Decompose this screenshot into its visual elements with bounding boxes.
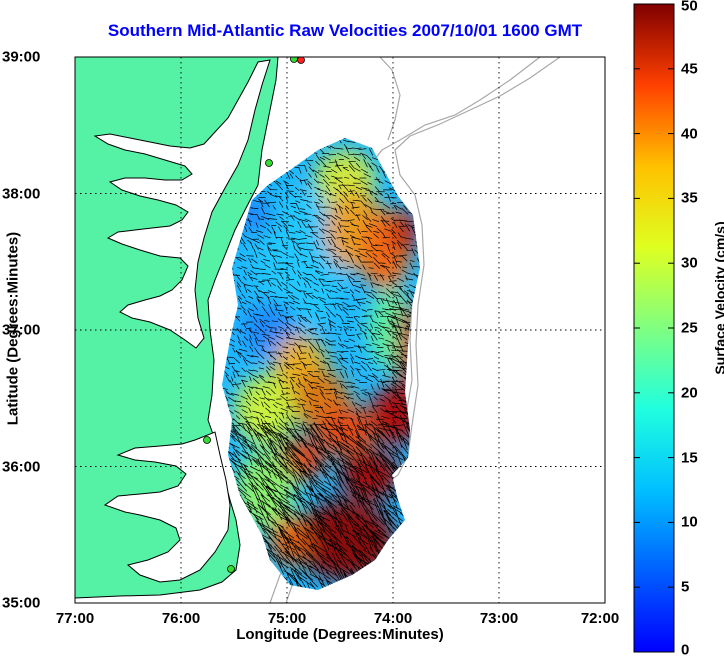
chesapeake-bay [93,59,271,349]
x-tick-label: 76:00 [161,610,201,627]
colorbar-tick-label: 30 [681,254,698,272]
map-title: Southern Mid-Atlantic Raw Velocities 200… [107,21,583,40]
x-tick-label: 77:00 [55,610,95,627]
colorbar-tick-label: 45 [681,60,698,78]
colorbar-tick-label: 25 [681,319,698,337]
colorbar-ticks [634,3,674,588]
colorbar-tick-label: 40 [681,125,698,143]
y-tick-label: 39:00 [2,48,41,66]
station-markers [203,57,305,573]
gridlines [75,57,605,603]
x-tick-label: 73:00 [479,610,519,627]
x-axis-label: Longitude (Degrees:Minutes) [236,626,444,643]
station-marker [203,436,211,444]
colorbar-tick-label: 20 [681,384,698,402]
map-area [75,57,605,603]
station-marker [265,159,273,167]
colorbar-tick-label: 5 [681,578,690,596]
x-tick-label: 75:00 [267,610,307,627]
albemarle-sound [103,431,231,583]
y-tick-label: 36:00 [2,458,41,475]
colorbar-tick-label: 15 [681,449,698,467]
y-tick-label: 37:00 [2,321,41,339]
y-axis-label: Latitude (Degrees:Minutes) [4,231,22,426]
colorbar-tick-label: 0 [681,641,690,659]
colorbar-tick-label: 35 [681,189,698,207]
colorbar-label: Surface Velocity (cm/s) [712,221,724,375]
plot-frame [74,56,606,604]
colorbar-tick-label: 50 [681,0,698,15]
colorbar [633,3,675,653]
velocity-vector-lines [222,138,420,590]
colorbar-tick-label: 10 [681,513,698,531]
y-tick-label: 35:00 [2,594,41,612]
x-tick-label: 72:00 [580,610,620,627]
y-tick-label: 38:00 [2,185,41,202]
velocity-field [222,138,420,590]
velocity-arrows [222,138,420,590]
station-marker [227,565,235,573]
x-tick-label: 74:00 [373,610,413,627]
station-marker [297,57,305,64]
